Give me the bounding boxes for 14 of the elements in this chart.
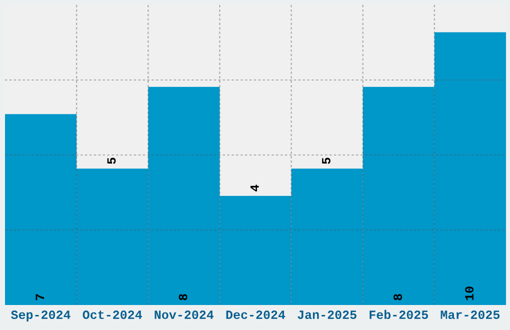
data-label: 8 (394, 294, 402, 300)
data-label: 10 (465, 286, 474, 300)
data-label: 4 (250, 184, 259, 192)
x-tick-label: Sep-2024 (11, 310, 70, 322)
data-label: 5 (107, 158, 116, 164)
x-tick-label: Mar-2025 (440, 310, 500, 320)
x-tick-label: Dec-2024 (226, 310, 286, 320)
data-label: 8 (178, 294, 188, 300)
x-tick-label: Oct-2024 (82, 310, 142, 320)
x-tick-label: Nov-2024 (154, 310, 214, 320)
data-label: 7 (36, 294, 44, 300)
x-tick-label: Jan-2025 (298, 310, 356, 320)
x-tick-label: Feb-2025 (370, 310, 428, 320)
data-label: 5 (322, 158, 330, 164)
